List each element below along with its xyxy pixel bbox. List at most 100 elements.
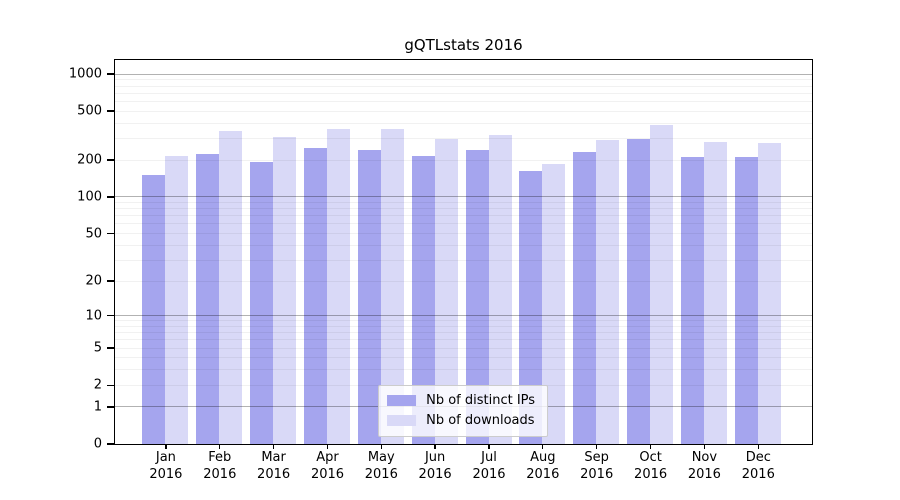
y-tick-label: 1 <box>93 399 102 415</box>
x-tick-label-line: 2016 <box>687 466 721 482</box>
x-tick <box>596 444 598 449</box>
gridline-minor <box>114 280 812 282</box>
bar-distinct-ips-jan-2016 <box>142 174 166 444</box>
x-tick-label: Aug 2016 <box>511 450 575 483</box>
x-tick-label-line: 2016 <box>310 466 345 482</box>
x-tick <box>219 444 221 449</box>
x-tick-label: Mar 2016 <box>242 450 306 483</box>
x-tick-label: Nov 2016 <box>672 450 736 483</box>
y-tick <box>107 280 114 282</box>
gridline-minor <box>114 347 812 349</box>
gridline-minor <box>114 201 812 203</box>
x-tick-label-line: Jun <box>424 450 446 465</box>
bar-downloads-jul-2016 <box>488 135 512 444</box>
x-tick-label-line: Aug <box>530 450 556 465</box>
bar-distinct-ips-dec-2016 <box>734 157 758 444</box>
gridline-minor <box>114 122 812 124</box>
x-tick-label-line: Mar <box>261 450 286 465</box>
y-tick <box>107 314 114 317</box>
y-tick-label: 50 <box>85 226 102 241</box>
bar-distinct-ips-jun-2016 <box>411 156 435 444</box>
gridline-minor <box>114 325 812 327</box>
y-tick <box>107 159 114 161</box>
legend-label-distinct-ips: Nb of distinct IPs <box>426 393 536 409</box>
x-tick <box>488 444 490 449</box>
x-tick-label-line: 2016 <box>634 466 668 482</box>
legend-entry-distinct-ips: Nb of distinct IPs <box>387 391 535 411</box>
x-tick-label-line: 2016 <box>526 466 560 482</box>
y-tick-label: 2 <box>93 377 102 393</box>
gridline-major <box>114 315 812 317</box>
x-tick-label: Dec 2016 <box>726 450 790 483</box>
x-tick-label: Oct 2016 <box>619 450 683 483</box>
legend-label-downloads: Nb of downloads <box>426 413 535 429</box>
x-tick <box>757 444 759 449</box>
bar-downloads-apr-2016 <box>327 129 351 444</box>
x-tick-label-line: Apr <box>316 450 339 465</box>
bar-downloads-oct-2016 <box>650 124 674 444</box>
gridline-minor <box>114 357 812 359</box>
x-tick-label-line: Jan <box>155 450 176 465</box>
x-tick-label: Sep 2016 <box>565 450 629 483</box>
y-tick <box>107 110 114 112</box>
y-tick <box>107 443 114 445</box>
y-tick-label: 1000 <box>68 66 102 82</box>
gridline-major <box>114 196 812 198</box>
y-tick <box>107 196 114 198</box>
gridline-minor <box>114 100 812 102</box>
y-tick <box>107 73 114 75</box>
gridline-minor <box>114 215 812 217</box>
x-tick-label-line: Dec <box>745 450 771 465</box>
plot-area: Nb of distinct IPs Nb of downloads <box>113 58 813 445</box>
gridline-minor <box>114 369 812 371</box>
x-tick <box>380 444 382 449</box>
bar-distinct-ips-mar-2016 <box>250 162 274 444</box>
x-tick-label: Jun 2016 <box>403 450 467 483</box>
x-tick-label-line: Nov <box>691 450 718 465</box>
x-tick-label-line: 2016 <box>580 466 614 482</box>
x-tick <box>326 444 329 449</box>
gridline-minor <box>114 223 812 225</box>
gridline-minor <box>114 339 812 341</box>
x-tick-label-line: 2016 <box>203 466 237 482</box>
bar-downloads-sep-2016 <box>596 140 620 444</box>
gridline-minor <box>114 259 812 261</box>
bar-distinct-ips-jul-2016 <box>465 149 489 444</box>
y-tick <box>107 384 114 386</box>
x-tick-label-line: 2016 <box>257 466 291 482</box>
x-tick <box>165 444 167 449</box>
x-tick-label-line: Jul <box>481 450 497 465</box>
x-tick-label-line: 2016 <box>149 466 183 482</box>
legend-swatch-distinct-ips <box>387 395 417 407</box>
x-tick-label-line: 2016 <box>418 466 452 482</box>
x-tick-label: Jan 2016 <box>134 450 198 483</box>
gridline-major <box>114 73 812 75</box>
gridline-minor <box>114 159 812 161</box>
y-tick-label: 100 <box>77 189 102 205</box>
x-tick-label-line: 2016 <box>741 466 775 482</box>
bar-downloads-may-2016 <box>380 128 404 444</box>
gridline-minor <box>114 110 812 112</box>
bar-downloads-feb-2016 <box>219 130 243 444</box>
gridline-minor <box>114 233 812 235</box>
gridline-minor <box>114 85 812 87</box>
y-tick <box>107 406 114 408</box>
x-tick <box>272 444 275 449</box>
bar-distinct-ips-apr-2016 <box>304 147 328 444</box>
x-tick-label-line: 2016 <box>472 466 506 482</box>
y-tick-label: 10 <box>85 308 102 324</box>
x-tick-label-line: Oct <box>639 450 662 465</box>
bar-downloads-dec-2016 <box>757 143 781 444</box>
bar-downloads-jan-2016 <box>165 156 189 444</box>
gridline-minor <box>114 208 812 210</box>
y-tick-label: 20 <box>85 273 102 289</box>
x-tick-label: May 2016 <box>349 450 413 483</box>
y-tick-label: 5 <box>93 340 102 356</box>
gridline-minor <box>114 244 812 246</box>
y-tick <box>107 232 114 235</box>
gridline-minor <box>114 320 812 322</box>
bar-distinct-ips-oct-2016 <box>627 139 651 444</box>
y-tick-label: 0 <box>93 436 102 452</box>
gridline-minor <box>114 79 812 81</box>
